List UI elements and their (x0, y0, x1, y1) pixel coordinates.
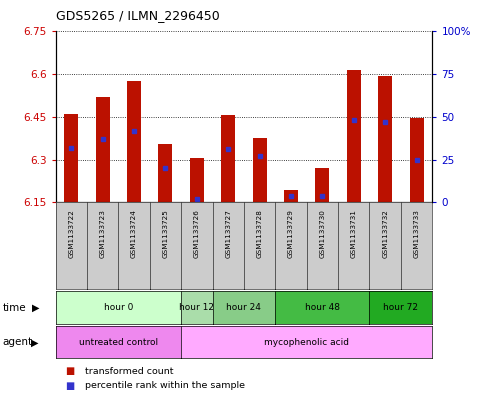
Text: GSM1133723: GSM1133723 (99, 209, 106, 258)
Text: transformed count: transformed count (85, 367, 173, 376)
Bar (190, 158, 204, 202)
Text: hour 24: hour 24 (227, 303, 261, 312)
Text: GSM1133722: GSM1133722 (68, 209, 74, 258)
Text: hour 48: hour 48 (305, 303, 340, 312)
Bar (253, 138, 267, 202)
Text: GDS5265 / ILMN_2296450: GDS5265 / ILMN_2296450 (56, 9, 219, 22)
Text: GSM1133724: GSM1133724 (131, 209, 137, 258)
Text: GSM1133726: GSM1133726 (194, 209, 200, 258)
Text: GSM1133732: GSM1133732 (382, 209, 388, 258)
Bar (96, 97, 110, 202)
Text: GSM1133727: GSM1133727 (225, 209, 231, 258)
Bar (221, 116, 235, 202)
Text: ■: ■ (65, 381, 74, 391)
Bar (315, 168, 329, 202)
Text: hour 12: hour 12 (179, 303, 214, 312)
Text: untreated control: untreated control (79, 338, 158, 347)
Bar (284, 189, 298, 202)
Bar (64, 114, 78, 202)
Text: ▶: ▶ (32, 303, 40, 312)
Text: GSM1133733: GSM1133733 (413, 209, 420, 258)
Text: GSM1133730: GSM1133730 (319, 209, 326, 258)
Text: ■: ■ (65, 366, 74, 376)
Text: GSM1133731: GSM1133731 (351, 209, 357, 258)
Text: percentile rank within the sample: percentile rank within the sample (85, 382, 244, 390)
Bar (347, 70, 361, 202)
Text: GSM1133728: GSM1133728 (256, 209, 263, 258)
Bar (127, 81, 141, 202)
Bar (410, 118, 424, 202)
Text: mycophenolic acid: mycophenolic acid (264, 338, 349, 347)
Text: agent: agent (2, 337, 32, 347)
Text: hour 72: hour 72 (384, 303, 418, 312)
Text: GSM1133729: GSM1133729 (288, 209, 294, 258)
Text: time: time (2, 303, 26, 312)
Text: GSM1133725: GSM1133725 (162, 209, 169, 258)
Text: hour 0: hour 0 (104, 303, 133, 312)
Text: ▶: ▶ (31, 337, 39, 347)
Bar (158, 144, 172, 202)
Bar (378, 75, 392, 202)
